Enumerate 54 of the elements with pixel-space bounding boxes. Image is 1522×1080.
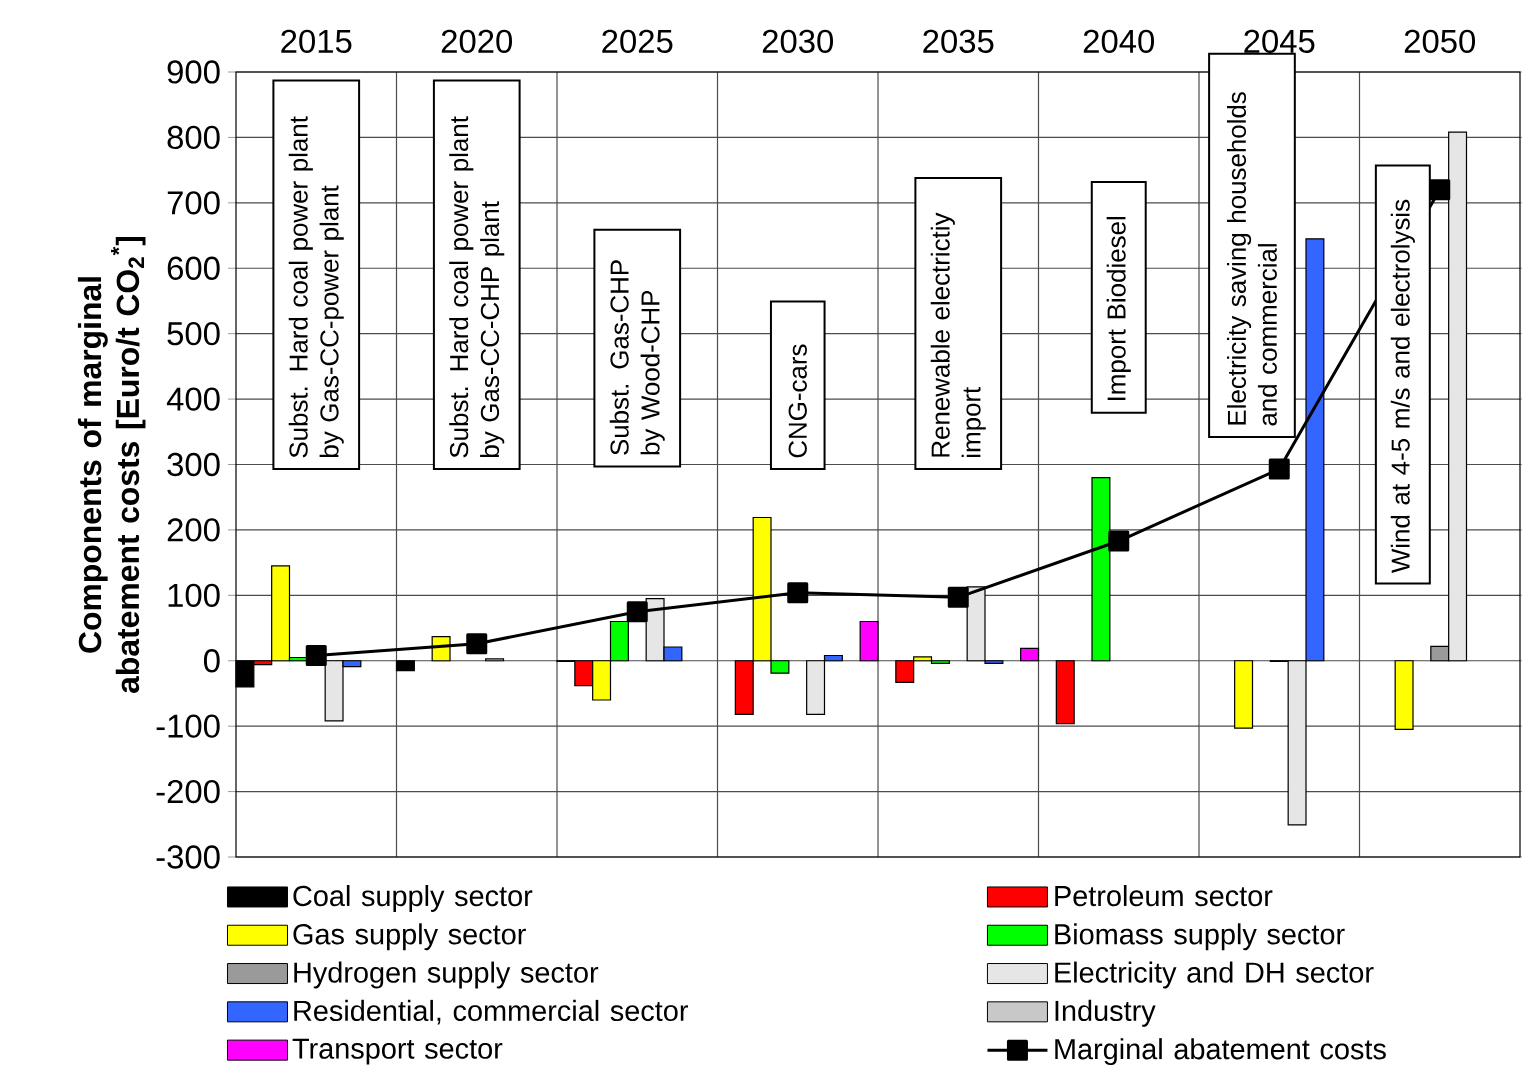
point bbox=[626, 601, 648, 623]
point bbox=[305, 645, 327, 667]
y-tick-label: 300 bbox=[167, 452, 220, 477]
legend-label: Gas supply sector bbox=[293, 923, 526, 951]
annotation: Electricity saving households and commercial bbox=[1227, 92, 1277, 426]
bar bbox=[1055, 660, 1075, 725]
point bbox=[787, 582, 809, 604]
legend-label: Marginal abatement costs bbox=[1055, 1038, 1386, 1066]
legend-label: Petroleum sector bbox=[1055, 884, 1273, 907]
y-tick-label: 200 bbox=[167, 518, 220, 542]
annotation: Subst. Hard coal power plant by Gas-CC-CHP plant bbox=[449, 116, 505, 458]
y-tick-label: 0 bbox=[203, 649, 220, 673]
bar bbox=[1394, 660, 1414, 731]
y-tick-label: 400 bbox=[166, 387, 220, 411]
annotation: CNG-cars bbox=[788, 344, 807, 458]
y-tick-label: 700 bbox=[167, 191, 220, 215]
y-tick-label: 600 bbox=[167, 256, 220, 280]
y-tick-label: 800 bbox=[167, 125, 220, 150]
legend-label: Electricity and DH sector bbox=[1055, 961, 1374, 989]
bar bbox=[1020, 647, 1040, 662]
bar bbox=[859, 620, 879, 662]
y-tick-label: 900 bbox=[167, 60, 220, 84]
annotation: Renewable electrictiy import bbox=[930, 212, 986, 457]
bar bbox=[1234, 660, 1254, 729]
y-tick-label: 500 bbox=[167, 322, 220, 346]
annotation: Subst. Gas-CHP by Wood-CHP bbox=[609, 260, 665, 455]
x-tick-label: 2030 bbox=[762, 29, 834, 53]
legend-label: Coal supply sector bbox=[293, 884, 533, 912]
point bbox=[947, 586, 969, 608]
bar bbox=[395, 660, 415, 672]
y-tick-label: -100 bbox=[156, 714, 220, 738]
annotation: Subst. Hard coal power plant by Gas-CC-power plant bbox=[288, 116, 344, 458]
x-tick-label: 2050 bbox=[1404, 29, 1476, 53]
legend-label: Hydrogen supply sector bbox=[294, 961, 599, 989]
x-tick-label: 2040 bbox=[1083, 29, 1155, 53]
point bbox=[466, 633, 488, 655]
y-tick-label: -200 bbox=[156, 779, 220, 804]
x-tick-label: 2035 bbox=[923, 29, 994, 53]
x-tick-label: 2020 bbox=[441, 29, 513, 53]
legend-label: Residential, commercial sector bbox=[294, 999, 689, 1025]
x-tick-label: 2025 bbox=[602, 29, 673, 53]
point bbox=[1268, 458, 1290, 480]
y-axis-title: Components of marginal abatement costs [Euro/t CO$_{2}$$^{*}$] bbox=[77, 236, 146, 693]
legend-label: Transport sector bbox=[292, 1038, 503, 1065]
point bbox=[1429, 179, 1451, 201]
y-tick-label: -300 bbox=[156, 845, 220, 869]
annotation: Import Biodiesel bbox=[1106, 217, 1131, 401]
point bbox=[1108, 530, 1130, 552]
legend-label: Biomass supply sector bbox=[1055, 923, 1345, 951]
x-tick-label: 2045 bbox=[1244, 29, 1315, 53]
legend-label: Industry bbox=[1055, 999, 1156, 1027]
x-tick-label: 2015 bbox=[281, 29, 352, 53]
annotation: Wind at 4-5 m/s and electrolysis bbox=[1390, 199, 1415, 574]
y-tick-label: 100 bbox=[168, 583, 220, 607]
